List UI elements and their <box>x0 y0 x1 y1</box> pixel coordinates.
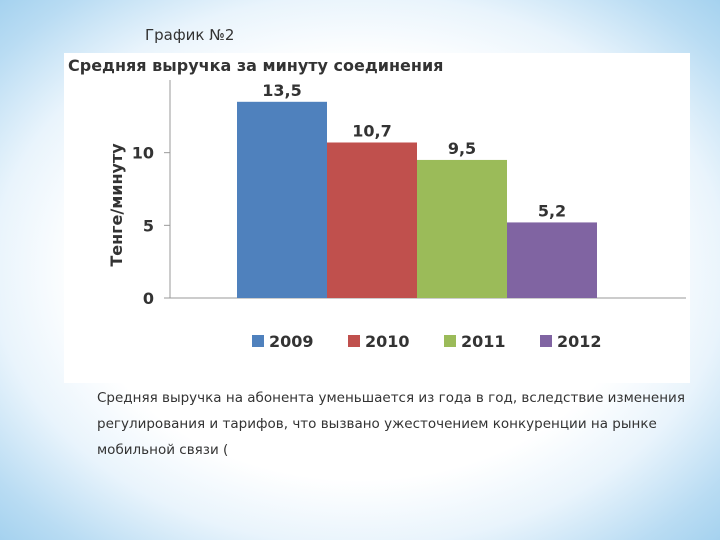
data-label: 13,5 <box>262 81 301 100</box>
bar <box>237 101 327 298</box>
y-tick-label: 10 <box>132 144 154 163</box>
slide-heading: График №2 <box>145 26 235 44</box>
legend-label: 2012 <box>557 332 602 351</box>
bar <box>327 142 417 298</box>
caption-line: мобильной связи ( <box>97 442 229 458</box>
bar <box>417 159 507 298</box>
legend-swatch <box>252 335 264 347</box>
legend-swatch <box>348 335 360 347</box>
y-tick-label: 5 <box>143 216 154 235</box>
bar <box>507 222 597 298</box>
legend-swatch <box>540 335 552 347</box>
data-label: 9,5 <box>448 139 476 158</box>
y-axis-label: Тенге/минуту <box>107 143 126 267</box>
caption-text: Средняя выручка на абонента уменьшается … <box>97 385 717 463</box>
y-tick-label: 0 <box>143 289 154 308</box>
caption-line: регулирования и тарифов, что вызвано уже… <box>97 416 657 432</box>
caption-line: Средняя выручка на абонента уменьшается … <box>97 390 685 406</box>
legend-label: 2009 <box>269 332 314 351</box>
legend-swatch <box>444 335 456 347</box>
legend-label: 2010 <box>365 332 410 351</box>
legend-label: 2011 <box>461 332 506 351</box>
data-label: 5,2 <box>538 201 566 220</box>
chart-title: Средняя выручка за минуту соединения <box>68 56 444 75</box>
data-label: 10,7 <box>352 121 391 140</box>
